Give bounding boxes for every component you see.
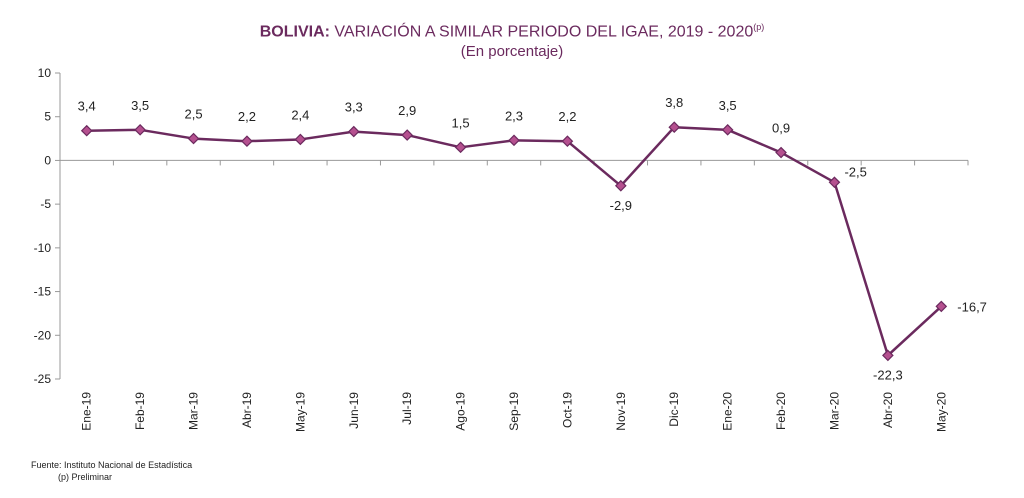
series-line — [86, 125, 943, 357]
x-tick-label: Abr-19 — [240, 392, 254, 428]
y-tick-label: 0 — [44, 153, 51, 167]
chart-title: BOLIVIA: VARIACIÓN A SIMILAR PERIODO DEL… — [0, 22, 1024, 41]
data-label: 0,9 — [772, 121, 790, 136]
x-tick-label: Oct-19 — [560, 392, 574, 428]
data-label: 3,5 — [131, 98, 149, 113]
data-point — [80, 124, 93, 137]
data-label: -16,7 — [957, 299, 987, 314]
data-label: 2,2 — [558, 109, 576, 124]
data-label: 2,5 — [184, 107, 202, 122]
data-point — [508, 134, 520, 147]
data-point — [561, 135, 574, 148]
x-tick-label: Ene-19 — [80, 392, 94, 431]
data-point — [294, 133, 307, 146]
data-label: 2,9 — [398, 103, 416, 118]
data-label: -22,3 — [873, 367, 903, 382]
data-point — [721, 123, 734, 136]
x-tick-label: May-19 — [293, 392, 307, 432]
data-label: 3,5 — [719, 98, 737, 113]
data-label: 3,3 — [345, 100, 363, 115]
x-tick-label: Nov-19 — [614, 392, 628, 431]
data-label: 2,2 — [238, 109, 256, 124]
x-tick-label: May-20 — [934, 392, 948, 432]
chart-subtitle: (En porcentaje) — [460, 43, 564, 60]
y-tick-label: -5 — [40, 197, 51, 211]
y-tick-label: -10 — [34, 241, 52, 255]
x-tick-label: Abr-20 — [881, 392, 895, 428]
data-label: 2,4 — [291, 107, 309, 122]
data-label: 3,4 — [78, 99, 96, 114]
data-label: 1,5 — [452, 115, 470, 130]
data-point — [241, 135, 253, 148]
data-label: -2,5 — [844, 164, 866, 179]
chart-title-text: VARIACIÓN A SIMILAR PERIODO DEL IGAE, 20… — [334, 23, 754, 41]
y-tick-label: -20 — [34, 328, 52, 342]
y-tick-label: -25 — [34, 372, 52, 386]
data-point — [347, 125, 360, 138]
data-label: 2,3 — [505, 108, 523, 123]
data-point — [775, 146, 787, 159]
data-point — [134, 123, 146, 136]
y-tick-label: 5 — [44, 110, 51, 124]
x-tick-label: Jul-19 — [400, 392, 414, 425]
x-tick-label: Sep-19 — [507, 392, 521, 431]
data-point — [882, 349, 894, 362]
x-tick-label: Dic-19 — [667, 392, 681, 427]
data-point — [401, 129, 414, 141]
data-point — [935, 300, 948, 313]
preliminary-note: (p) Preliminar — [58, 472, 113, 482]
chart-title-sup: (p) — [753, 22, 765, 32]
data-point — [668, 121, 681, 134]
x-tick-label: Ago-19 — [454, 392, 468, 431]
x-tick-label: Ene-20 — [721, 392, 735, 431]
data-point — [828, 176, 841, 189]
data-label: 3,8 — [665, 95, 683, 110]
data-point — [614, 179, 627, 192]
data-point — [187, 132, 200, 145]
data-label: -2,9 — [610, 198, 632, 213]
source-note: Fuente: Instituto Nacional de Estadístic… — [31, 460, 193, 470]
x-tick-label: Mar-19 — [187, 392, 201, 430]
x-tick-label: Mar-20 — [827, 392, 841, 430]
chart-title-bold: BOLIVIA: — [259, 23, 330, 41]
x-tick-label: Jun-19 — [347, 392, 361, 429]
x-tick-label: Feb-20 — [774, 392, 788, 430]
data-point — [454, 141, 467, 154]
y-tick-label: -15 — [34, 285, 52, 299]
y-tick-label: 10 — [38, 66, 52, 80]
x-tick-label: Feb-19 — [133, 392, 147, 430]
